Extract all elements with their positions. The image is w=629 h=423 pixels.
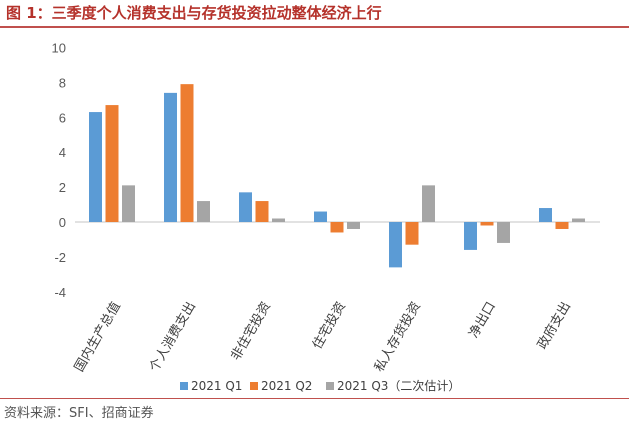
legend-swatch-1 [180,382,188,390]
y-tick-label: 4 [59,145,66,160]
bar-1-3 [314,211,327,222]
y-tick-label: 10 [52,41,66,56]
bar-3-5 [497,222,510,243]
y-tick-label: 2 [59,180,66,195]
bar-chart: 10 8 6 4 2 0 -2 -4 国内生产总值 个人消费支出 非住宅投资 住宅投资 私人存货投资 净出… [52,41,600,393]
y-tick-label: 0 [59,215,66,230]
y-tick-label: -4 [54,285,66,300]
x-tick-label: 国内生产总值 [71,299,124,375]
source-note: 资料来源：SFI、招商证券 [4,406,154,421]
title-divider [0,26,629,28]
legend-label: 2021 Q1 [191,379,242,393]
bar-3-3 [347,222,360,229]
x-tick-label: 政府支出 [535,300,574,353]
bar-3-0 [122,185,135,222]
bar-2-0 [105,105,119,222]
y-tick-label: -2 [54,250,66,265]
bar-1-6 [539,208,552,222]
bar-1-1 [164,92,177,223]
bar-3-4 [422,185,435,222]
bar-2-2 [255,201,269,222]
bar-2-4 [405,222,419,245]
x-tick-label: 净出口 [466,300,498,341]
x-tick-label: 私人存货投资 [371,299,424,375]
bar-1-4 [389,222,402,268]
legend-label: 2021 Q3（二次估计） [337,379,460,393]
y-tick-label: 8 [59,75,66,90]
bar-2-1 [180,84,194,223]
figure-title: 图 1：三季度个人消费支出与存货投资拉动整体经济上行 [6,4,382,22]
bar-3-1 [197,201,210,222]
legend-label: 2021 Q2 [261,379,312,393]
bar-3-2 [272,218,285,222]
bar-1-0 [89,112,102,222]
bar-2-3 [330,222,344,233]
bar-2-5 [480,222,494,226]
bar-1-5 [464,222,477,250]
bar-1-2 [239,192,252,222]
bar-3-6 [572,218,585,222]
x-tick-label: 非住宅投资 [228,299,274,363]
legend-swatch-3 [326,382,334,390]
legend-swatch-2 [250,382,258,390]
source-divider [0,398,629,399]
y-tick-label: 6 [59,110,66,125]
x-tick-label: 个人消费支出 [147,300,199,375]
x-tick-label: 住宅投资 [309,299,349,352]
bar-2-6 [555,222,569,229]
